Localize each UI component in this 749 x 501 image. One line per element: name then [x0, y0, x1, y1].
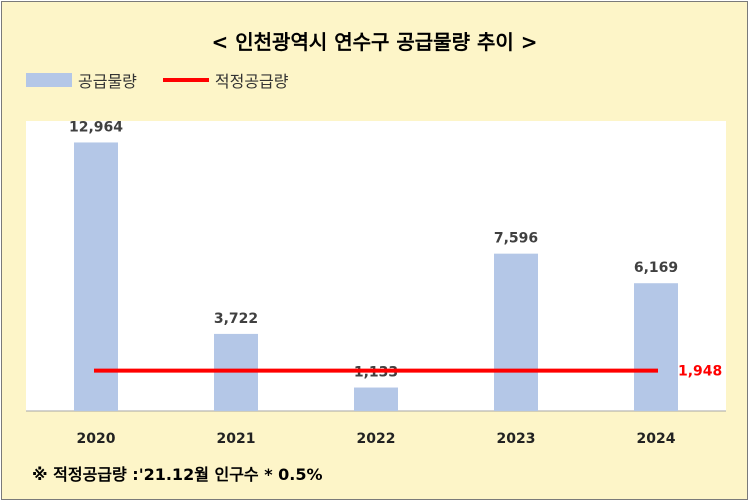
x-tick-2021: 2021 — [217, 431, 256, 447]
legend-item-proper-supply: 적정공급량 — [162, 68, 289, 92]
legend-line-swatch — [162, 78, 209, 82]
x-tick-2022: 2022 — [357, 431, 396, 447]
bar-2024 — [634, 283, 678, 411]
bar-2023 — [494, 253, 538, 411]
data-label-2024: 6,169 — [634, 260, 678, 276]
footnote: ※ 적정공급량 :'21.12월 인구수 * 0.5% — [32, 465, 323, 484]
chart-title: < 인천광역시 연수구 공급물량 추이 > — [211, 30, 538, 54]
x-tick-2023: 2023 — [497, 431, 536, 447]
bar-2020 — [74, 142, 118, 411]
data-label-2020: 12,964 — [69, 119, 123, 135]
plot-background — [26, 121, 726, 411]
legend-item-supply: 공급물량 — [26, 68, 137, 92]
legend: 공급물량 적정공급량 — [26, 68, 315, 92]
legend-label-proper-supply: 적정공급량 — [214, 72, 289, 91]
legend-bar-swatch — [26, 73, 72, 87]
data-label-2023: 7,596 — [494, 231, 538, 247]
data-label-2021: 3,722 — [214, 311, 258, 327]
legend-label-supply: 공급물량 — [78, 72, 137, 91]
x-tick-2024: 2024 — [637, 431, 676, 447]
bar-2022 — [354, 387, 398, 411]
reference-line-label: 1,948 — [678, 364, 722, 380]
x-tick-2020: 2020 — [77, 431, 116, 447]
